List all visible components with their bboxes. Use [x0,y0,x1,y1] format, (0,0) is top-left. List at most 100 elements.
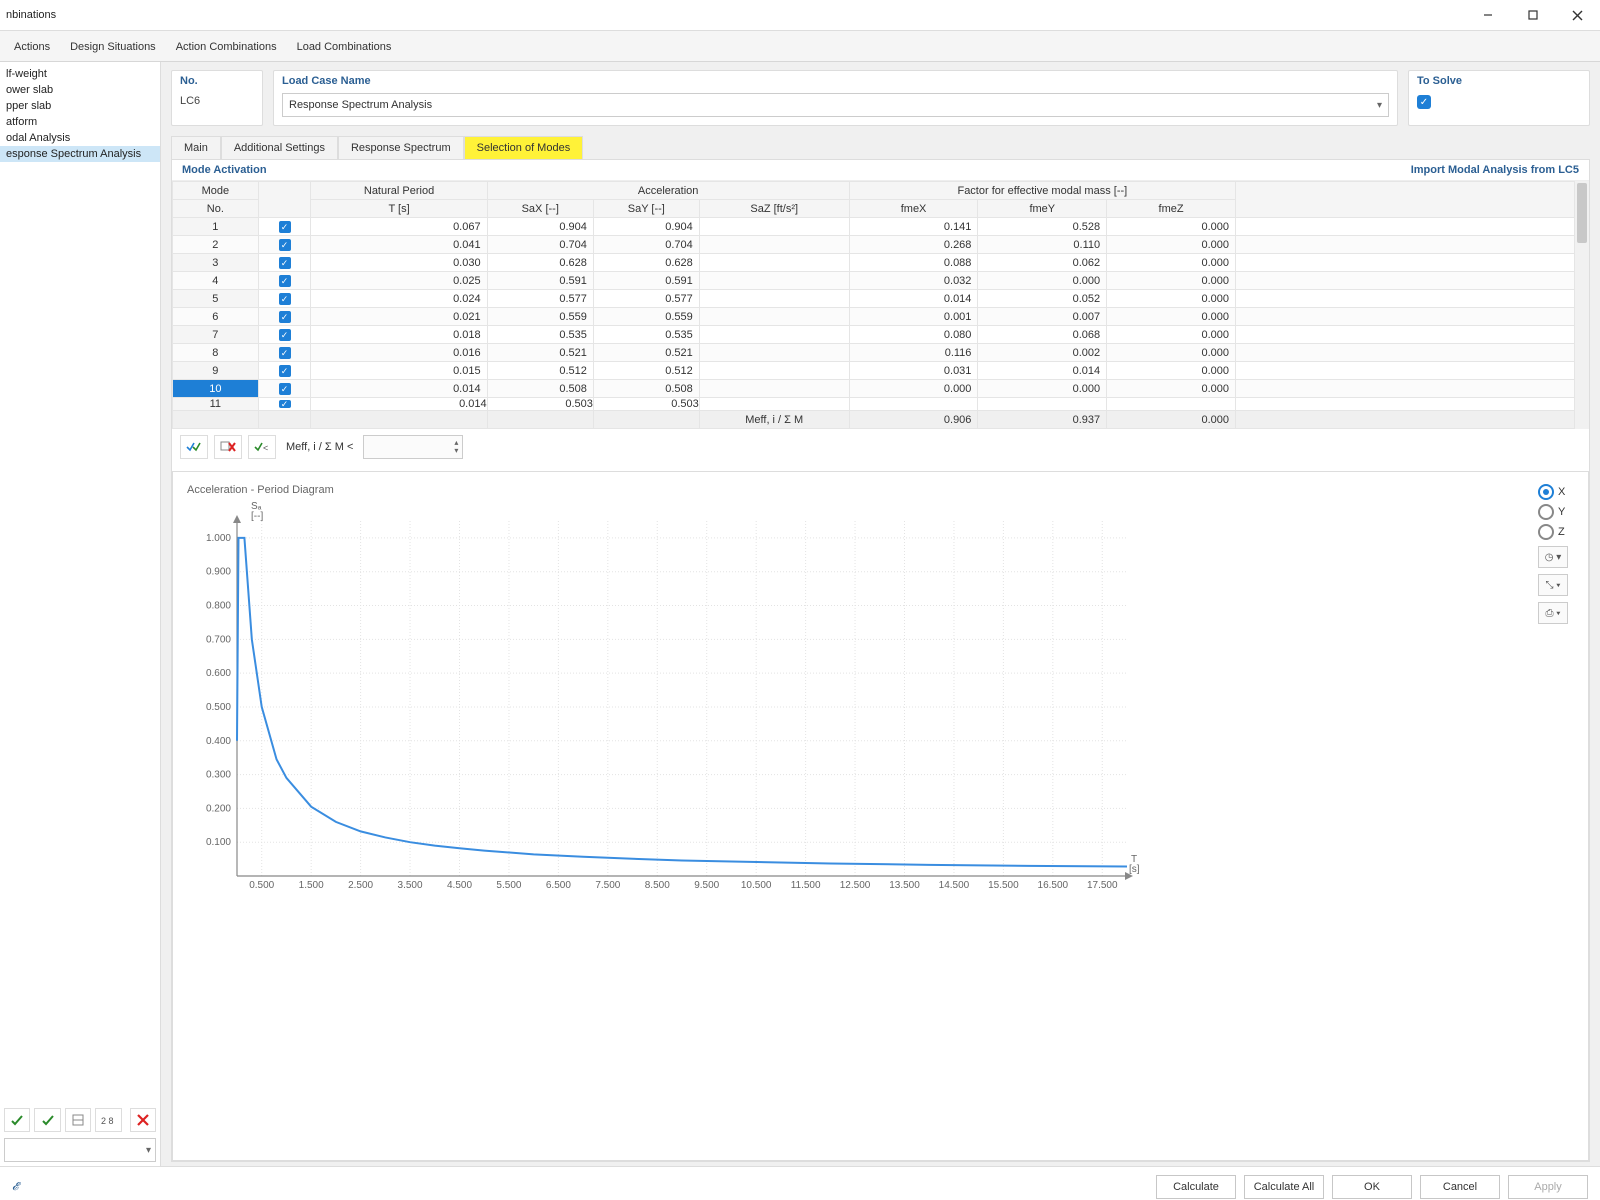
svg-text:1.000: 1.000 [206,533,231,544]
tab[interactable]: Response Spectrum [338,136,464,159]
cell-fmex: 0.000 [849,380,978,398]
tab[interactable]: Main [171,136,221,159]
row-checkbox[interactable]: ✓ [258,344,311,362]
maximize-button[interactable] [1510,0,1555,30]
row-checkbox[interactable]: ✓ [258,272,311,290]
row-number[interactable]: 7 [173,326,259,344]
cell-fmex: 0.116 [849,344,978,362]
table-scrollbar[interactable] [1574,181,1589,429]
svg-text:9.500: 9.500 [694,880,719,891]
menu-load-combinations[interactable]: Load Combinations [287,37,402,57]
svg-text:13.500: 13.500 [889,880,920,891]
row-checkbox[interactable]: ✓ [258,290,311,308]
cell-sax: 0.904 [487,218,593,236]
titlebar: nbinations [0,0,1600,31]
tab[interactable]: Selection of Modes [464,136,584,159]
svg-text:12.500: 12.500 [840,880,871,891]
sidebar-tool-1[interactable] [4,1108,30,1132]
minimize-button[interactable] [1465,0,1510,30]
cell-T: 0.030 [311,254,487,272]
menu-actions[interactable]: Actions [4,37,60,57]
svg-text:4.500: 4.500 [447,880,472,891]
ok-button[interactable]: OK [1332,1175,1412,1199]
sidebar-delete-button[interactable] [130,1108,156,1132]
axis-radio[interactable] [1538,504,1554,520]
sidebar-item[interactable]: lf-weight [0,66,160,82]
svg-text:0.700: 0.700 [206,634,231,645]
row-checkbox[interactable]: ✓ [258,362,311,380]
row-checkbox[interactable]: ✓ [258,308,311,326]
menubar: Actions Design Situations Action Combina… [0,31,1600,62]
deselect-all-button[interactable] [214,435,242,459]
row-number[interactable]: 2 [173,236,259,254]
cell-fmex: 0.001 [849,308,978,326]
sidebar-dropdown[interactable]: ▾ [4,1138,156,1162]
chart-tool-axes[interactable]: ⤡ ▾ [1538,574,1568,596]
sidebar-tool-4[interactable]: 2 8 [95,1108,121,1132]
cancel-button[interactable]: Cancel [1420,1175,1500,1199]
sidebar-tool-2[interactable] [34,1108,60,1132]
axis-radio[interactable] [1538,524,1554,540]
row-number[interactable]: 8 [173,344,259,362]
svg-text:10.500: 10.500 [741,880,772,891]
sidebar-tool-3[interactable] [65,1108,91,1132]
chart: 0.5001.5002.5003.5004.5005.5006.5007.500… [187,496,1147,906]
row-number[interactable]: 5 [173,290,259,308]
load-case-name-select[interactable]: Response Spectrum Analysis ▾ [282,93,1389,117]
axis-radio[interactable] [1538,484,1554,500]
cell-saz [699,218,849,236]
chart-tool-time[interactable]: ◷ ▾ [1538,546,1568,568]
filter-value-input[interactable]: ▴▾ [363,435,463,459]
row-number[interactable]: 9 [173,362,259,380]
row-checkbox[interactable]: ✓ [258,236,311,254]
filter-button[interactable]: < [248,435,276,459]
chart-tool-print[interactable]: ⎙ ▾ [1538,602,1568,624]
cell-T: 0.018 [311,326,487,344]
apply-button[interactable]: Apply [1508,1175,1588,1199]
cell-fmez: 0.000 [1107,344,1236,362]
sidebar-item[interactable]: odal Analysis [0,130,160,146]
close-button[interactable] [1555,0,1600,30]
row-checkbox[interactable]: ✓ [258,380,311,398]
cell-say: 0.577 [593,290,699,308]
sidebar-item[interactable]: atform [0,114,160,130]
svg-text:0.100: 0.100 [206,837,231,848]
row-checkbox[interactable]: ✓ [258,254,311,272]
cell-fmex: 0.032 [849,272,978,290]
row-number[interactable]: 1 [173,218,259,236]
th-check [258,182,311,218]
row-checkbox[interactable]: ✓ [258,218,311,236]
cell-T: 0.025 [311,272,487,290]
cell-saz [699,380,849,398]
cell-fmex: 0.014 [849,290,978,308]
cell-fmey: 0.528 [978,218,1107,236]
th-fmex: fmeX [849,200,978,218]
th-say: SaY [--] [593,200,699,218]
row-number[interactable]: 3 [173,254,259,272]
row-number[interactable]: 6 [173,308,259,326]
sidebar-item[interactable]: ower slab [0,82,160,98]
import-modal-link[interactable]: Import Modal Analysis from LC5 [1411,164,1579,176]
to-solve-checkbox[interactable]: ✓ [1417,95,1431,109]
cell-fmey: 0.068 [978,326,1107,344]
svg-text:8.500: 8.500 [645,880,670,891]
cell-sax: 0.628 [487,254,593,272]
row-number[interactable]: 4 [173,272,259,290]
menu-action-combinations[interactable]: Action Combinations [166,37,287,57]
calculate-button[interactable]: Calculate [1156,1175,1236,1199]
cell-T: 0.015 [311,362,487,380]
select-all-button[interactable] [180,435,208,459]
row-checkbox[interactable]: ✓ [258,326,311,344]
svg-text:7.500: 7.500 [595,880,620,891]
sidebar-item[interactable]: pper slab [0,98,160,114]
calculate-all-button[interactable]: Calculate All [1244,1175,1324,1199]
sidebar-item[interactable]: esponse Spectrum Analysis [0,146,160,162]
cell-fmey: 0.110 [978,236,1107,254]
axis-radio-label: Y [1558,506,1565,518]
row-number[interactable]: 10 [173,380,259,398]
tab[interactable]: Additional Settings [221,136,338,159]
cell-fmez: 0.000 [1107,380,1236,398]
menu-design-situations[interactable]: Design Situations [60,37,166,57]
no-panel: No. LC6 [171,70,263,126]
svg-text:0.500: 0.500 [206,702,231,713]
